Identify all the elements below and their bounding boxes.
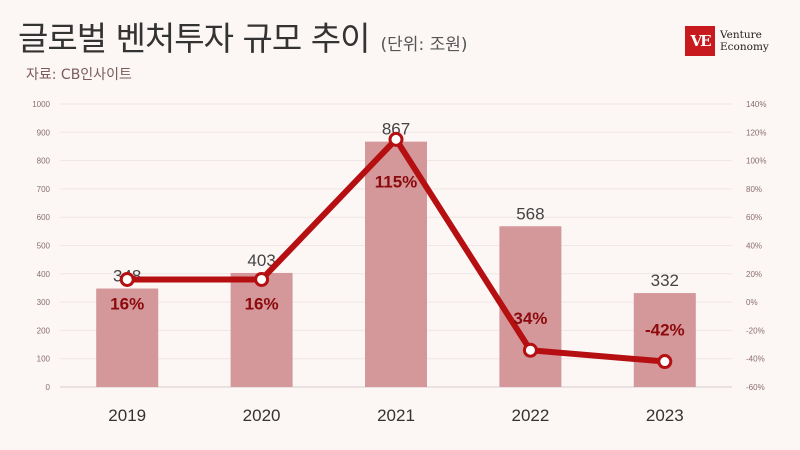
- x-tick-label: 2022: [511, 406, 549, 425]
- logo-line-1: Venture: [720, 29, 762, 41]
- y-right-tick-label: 60%: [746, 213, 762, 222]
- growth-value-label: -42%: [645, 321, 685, 340]
- chart-title: 글로벌 벤처투자 규모 추이: [18, 19, 370, 58]
- bar-value-label: 403: [247, 251, 275, 270]
- y-left-tick-label: 900: [37, 128, 51, 137]
- growth-value-label: 16%: [245, 294, 279, 313]
- y-right-tick-label: 80%: [746, 185, 762, 194]
- x-tick-label: 2019: [108, 406, 146, 425]
- bar-value-label: 568: [516, 204, 544, 223]
- y-right-tick-label: -40%: [746, 355, 765, 364]
- bar: [633, 293, 696, 387]
- y-left-tick-label: 600: [37, 213, 51, 222]
- growth-point: [388, 131, 404, 147]
- y-left-tick-label: 500: [37, 242, 51, 251]
- y-right-tick-label: 40%: [746, 242, 762, 251]
- logo-line-2: Economy: [720, 41, 769, 53]
- y-right-tick-label: -60%: [746, 383, 765, 392]
- y-left-tick-label: 400: [37, 270, 51, 279]
- y-left-tick-label: 300: [37, 298, 51, 307]
- bar: [96, 288, 159, 387]
- growth-point: [119, 271, 135, 287]
- growth-value-label: 115%: [375, 172, 418, 191]
- y-left-tick-label: 700: [37, 185, 51, 194]
- y-left-tick-label: 1000: [32, 100, 50, 109]
- logo-wordmark: Venture Economy: [720, 29, 769, 53]
- y-left-tick-label: 200: [37, 326, 51, 335]
- bar: [499, 226, 562, 387]
- y-left-tick-label: 0: [46, 383, 51, 392]
- y-right-tick-label: -20%: [746, 326, 765, 335]
- y-right-tick-label: 140%: [746, 100, 766, 109]
- brand-logo: VE Venture Economy: [685, 26, 769, 56]
- unit-label: (단위: 조원): [380, 35, 468, 55]
- growth-value-label: 34%: [513, 309, 547, 328]
- bar-value-label: 867: [382, 120, 410, 139]
- y-right-tick-label: 0%: [746, 298, 758, 307]
- y-right-tick-label: 100%: [746, 157, 766, 166]
- y-left-tick-label: 100: [37, 355, 51, 364]
- y-right-tick-label: 120%: [746, 128, 766, 137]
- growth-point: [657, 354, 673, 370]
- chart-title-block: 글로벌 벤처투자 규모 추이 (단위: 조원): [18, 12, 468, 60]
- x-tick-label: 2021: [377, 406, 415, 425]
- x-tick-label: 2020: [243, 406, 281, 425]
- y-left-tick-label: 800: [37, 157, 51, 166]
- bar: [365, 141, 427, 387]
- bar-value-label: 332: [651, 271, 679, 290]
- x-tick-label: 2023: [646, 406, 684, 425]
- growth-value-label: 16%: [110, 294, 144, 313]
- source-label: 자료: CB인사이트: [26, 67, 132, 83]
- bar: [230, 272, 293, 387]
- logo-mark-icon: VE: [685, 26, 715, 56]
- growth-point: [254, 271, 270, 287]
- growth-point: [522, 342, 538, 358]
- y-right-tick-label: 20%: [746, 270, 762, 279]
